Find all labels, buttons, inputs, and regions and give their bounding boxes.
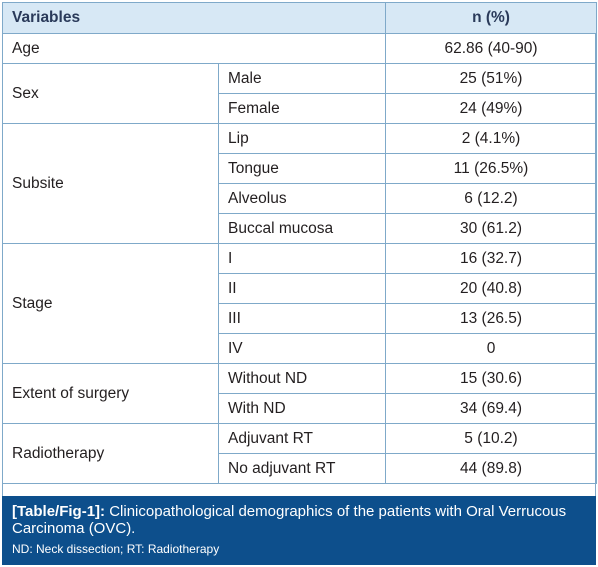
sub-value: 20 (40.8) bbox=[385, 273, 598, 304]
sub-value: 30 (61.2) bbox=[385, 213, 598, 244]
sub-value: 13 (26.5) bbox=[385, 303, 598, 334]
sub-value: 0 bbox=[385, 333, 598, 364]
caption-text: Clinicopathological demographics of the … bbox=[12, 503, 567, 537]
sub-value: 5 (10.2) bbox=[385, 423, 598, 454]
sub-label: With ND bbox=[217, 393, 387, 424]
table-row: Radiotherapy Adjuvant RT 5 (10.2) bbox=[2, 423, 598, 484]
sub-label: Male bbox=[217, 63, 387, 94]
sub-value: 15 (30.6) bbox=[385, 363, 598, 394]
table-row: Age 62.86 (40-90) bbox=[1, 33, 598, 64]
sub-label: Female bbox=[217, 93, 387, 124]
sub-value: 2 (4.1%) bbox=[385, 123, 598, 154]
sub-label: Lip bbox=[217, 123, 387, 154]
sub-label: Adjuvant RT bbox=[217, 423, 387, 454]
caption-text-block: [Table/Fig-1]: Clinicopathological demog… bbox=[12, 503, 586, 537]
row-value-age: 62.86 (40-90) bbox=[385, 33, 598, 64]
caption-note: ND: Neck dissection; RT: Radiotherapy bbox=[12, 542, 220, 556]
sub-label: No adjuvant RT bbox=[217, 453, 387, 484]
sub-value: 24 (49%) bbox=[385, 93, 598, 124]
table-row: Subsite Lip 2 (4.1%) bbox=[2, 123, 598, 244]
row-label-subsite: Subsite bbox=[2, 123, 219, 244]
sub-value: 6 (12.2) bbox=[385, 183, 598, 214]
row-label-age: Age bbox=[1, 33, 387, 64]
sub-label: IV bbox=[217, 333, 387, 364]
sub-label: Alveolus bbox=[217, 183, 387, 214]
sub-value: 16 (32.7) bbox=[385, 243, 598, 274]
sub-label: I bbox=[217, 243, 387, 274]
table-row: IV 0 bbox=[3, 333, 598, 364]
sub-label: III bbox=[217, 303, 387, 334]
sub-value: 44 (89.8) bbox=[385, 453, 598, 484]
table-row: Sex Male 25 (51%) bbox=[2, 63, 598, 124]
sub-value: 25 (51%) bbox=[385, 63, 598, 94]
sub-label: Buccal mucosa bbox=[217, 213, 387, 244]
sub-label: Tongue bbox=[217, 153, 387, 184]
table-row: Stage I 16 (32.7) bbox=[2, 243, 598, 364]
sub-value: 34 (69.4) bbox=[385, 393, 598, 424]
sub-label: II bbox=[217, 273, 387, 304]
table-row: Extent of surgery Without ND 15 (30.6) bbox=[2, 363, 598, 424]
row-label-surgery: Extent of surgery bbox=[2, 363, 219, 424]
table-row: III 13 (26.5) bbox=[3, 303, 598, 334]
table-row: II 20 (40.8) bbox=[3, 273, 598, 304]
header-variables: Variables bbox=[1, 2, 387, 34]
row-label-sex: Sex bbox=[2, 63, 219, 124]
header-n-percent: n (%) bbox=[385, 2, 598, 34]
row-label-stage: Stage bbox=[2, 243, 219, 364]
sub-label: Without ND bbox=[217, 363, 387, 394]
sub-value: 11 (26.5%) bbox=[385, 153, 598, 184]
table-row: Alveolus 6 (12.2) bbox=[3, 183, 598, 214]
table-caption: [Table/Fig-1]: Clinicopathological demog… bbox=[2, 496, 596, 565]
caption-tag: [Table/Fig-1]: bbox=[12, 503, 106, 520]
table-header-row: Variables n (%) bbox=[1, 2, 598, 34]
table-row: Buccal mucosa 30 (61.2) bbox=[3, 213, 598, 244]
table-row: No adjuvant RT 44 (89.8) bbox=[3, 453, 598, 484]
row-label-radiotherapy: Radiotherapy bbox=[2, 423, 219, 484]
table-row: With ND 34 (69.4) bbox=[3, 393, 598, 424]
table-row: Tongue 11 (26.5%) bbox=[3, 153, 598, 184]
demographics-table: Variables n (%) Age 62.86 (40-90) Sex Ma… bbox=[1, 2, 598, 484]
